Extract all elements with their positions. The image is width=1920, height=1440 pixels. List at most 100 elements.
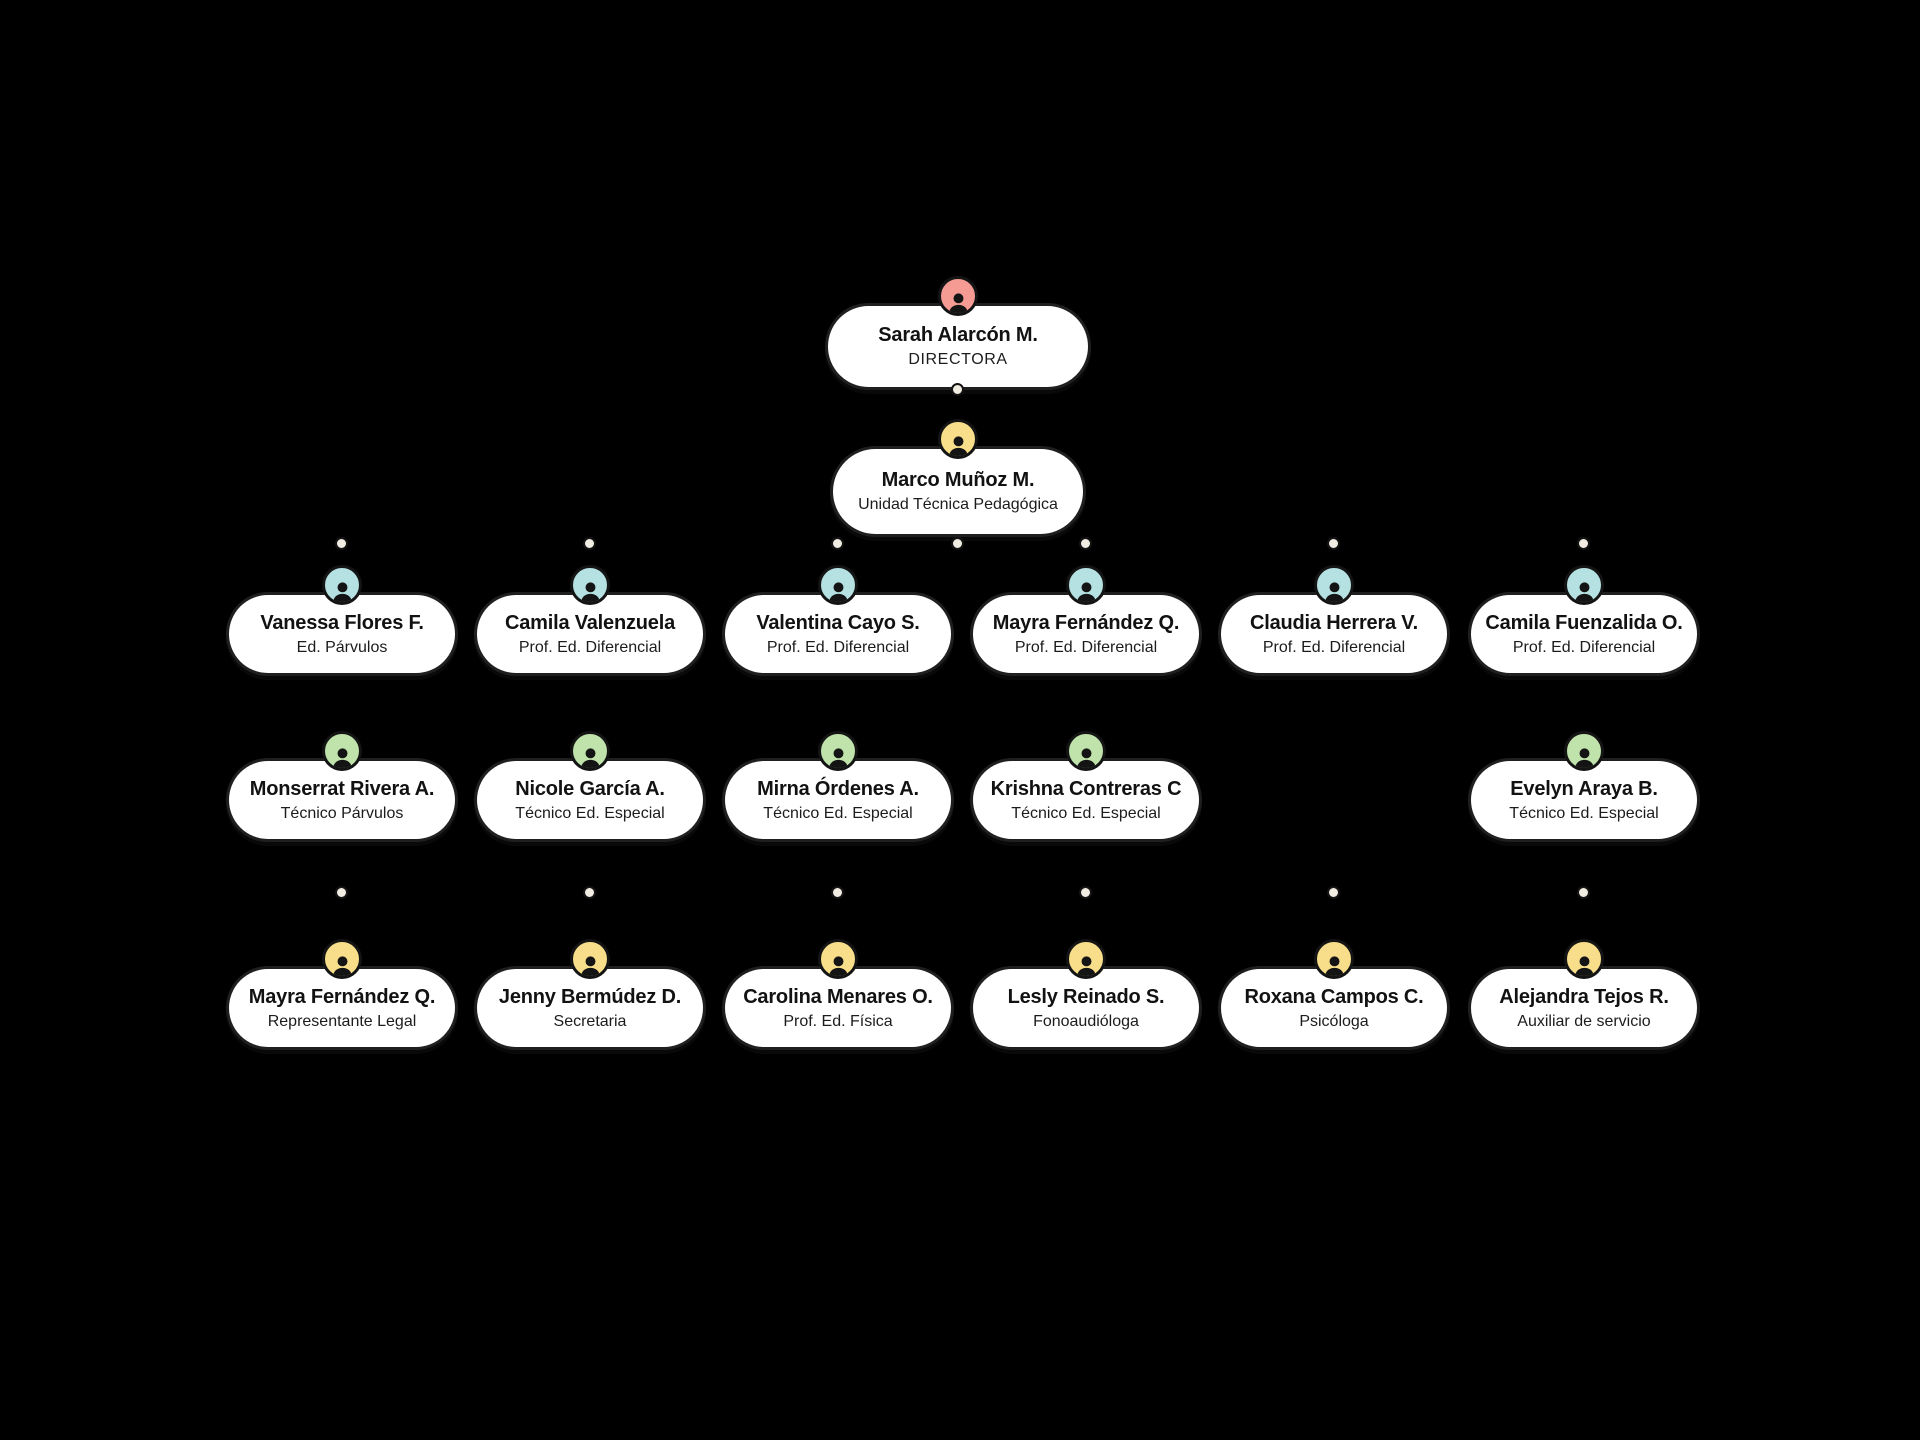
org-card-technician: Monserrat Rivera A. Técnico Párvulos xyxy=(226,731,458,842)
person-icon xyxy=(1324,582,1344,602)
connector-dot xyxy=(831,537,844,550)
person-name: Valentina Cayo S. xyxy=(756,611,920,634)
person-name: Roxana Campos C. xyxy=(1244,985,1424,1008)
person-avatar-icon xyxy=(570,565,610,605)
person-icon xyxy=(580,956,600,976)
person-icon xyxy=(580,582,600,602)
person-avatar-icon xyxy=(1066,565,1106,605)
person-name: Carolina Menares O. xyxy=(743,985,933,1008)
connector-dot xyxy=(951,537,964,550)
person-role: Representante Legal xyxy=(267,1012,417,1030)
org-card-staff: Alejandra Tejos R. Auxiliar de servicio xyxy=(1468,939,1700,1050)
person-role: Psicóloga xyxy=(1299,1012,1369,1030)
org-card-technician: Krishna Contreras C Técnico Ed. Especial xyxy=(970,731,1202,842)
org-card-teacher: Claudia Herrera V. Prof. Ed. Diferencial xyxy=(1218,565,1450,676)
person-icon xyxy=(1574,582,1594,602)
person-role: Ed. Párvulos xyxy=(296,638,388,656)
person-icon xyxy=(332,582,352,602)
org-card-teacher: Mayra Fernández Q. Prof. Ed. Diferencial xyxy=(970,565,1202,676)
person-name: Jenny Bermúdez D. xyxy=(498,985,682,1008)
person-role: Prof. Ed. Diferencial xyxy=(1262,638,1406,656)
org-card-staff: Jenny Bermúdez D. Secretaria xyxy=(474,939,706,1050)
person-icon xyxy=(580,748,600,768)
person-role: Técnico Ed. Especial xyxy=(1509,804,1659,822)
person-icon xyxy=(828,582,848,602)
person-role: DIRECTORA xyxy=(908,351,1008,369)
person-role: Unidad Técnica Pedagógica xyxy=(858,496,1058,514)
org-card-technician: Nicole García A. Técnico Ed. Especial xyxy=(474,731,706,842)
person-avatar-icon xyxy=(1564,565,1604,605)
person-avatar-icon xyxy=(818,939,858,979)
person-role: Prof. Ed. Diferencial xyxy=(518,638,662,656)
person-role: Secretaria xyxy=(553,1012,627,1030)
org-card-utp: Marco Muñoz M. Unidad Técnica Pedagógica xyxy=(830,419,1086,537)
person-role: Prof. Ed. Física xyxy=(783,1012,893,1030)
connector-dot xyxy=(1079,537,1092,550)
org-card-staff: Lesly Reinado S. Fonoaudióloga xyxy=(970,939,1202,1050)
person-name: Mirna Órdenes A. xyxy=(757,777,919,800)
person-name: Marco Muñoz M. xyxy=(881,469,1035,492)
org-card-teacher: Camila Fuenzalida O. Prof. Ed. Diferenci… xyxy=(1468,565,1700,676)
connector-dot xyxy=(335,537,348,550)
person-name: Monserrat Rivera A. xyxy=(249,777,435,800)
org-card-director: Sarah Alarcón M. DIRECTORA xyxy=(825,276,1091,390)
person-avatar-icon xyxy=(1564,939,1604,979)
person-name: Mayra Fernández Q. xyxy=(248,985,436,1008)
person-name: Alejandra Tejos R. xyxy=(1499,985,1669,1008)
person-icon xyxy=(1076,956,1096,976)
org-card-teacher: Valentina Cayo S. Prof. Ed. Diferencial xyxy=(722,565,954,676)
person-icon xyxy=(1076,748,1096,768)
org-card-staff: Mayra Fernández Q. Representante Legal xyxy=(226,939,458,1050)
person-icon xyxy=(332,748,352,768)
person-name: Claudia Herrera V. xyxy=(1250,611,1418,634)
person-avatar-icon xyxy=(818,731,858,771)
person-avatar-icon xyxy=(322,565,362,605)
person-icon xyxy=(828,956,848,976)
person-role: Técnico Ed. Especial xyxy=(763,804,913,822)
person-role: Prof. Ed. Diferencial xyxy=(1014,638,1158,656)
connector-dot xyxy=(831,886,844,899)
person-name: Mayra Fernández Q. xyxy=(992,611,1180,634)
connector-dot xyxy=(1577,537,1590,550)
connector-dot xyxy=(1079,886,1092,899)
person-role: Técnico Ed. Especial xyxy=(1011,804,1161,822)
person-avatar-icon xyxy=(1066,939,1106,979)
org-card-technician: Evelyn Araya B. Técnico Ed. Especial xyxy=(1468,731,1700,842)
person-role: Técnico Ed. Especial xyxy=(515,804,665,822)
person-avatar-icon xyxy=(570,939,610,979)
person-name: Evelyn Araya B. xyxy=(1510,777,1658,800)
person-avatar-icon xyxy=(570,731,610,771)
person-role: Fonoaudióloga xyxy=(1033,1012,1139,1030)
connector-dot xyxy=(1327,886,1340,899)
person-icon xyxy=(332,956,352,976)
org-card-staff: Roxana Campos C. Psicóloga xyxy=(1218,939,1450,1050)
person-name: Lesly Reinado S. xyxy=(1007,985,1165,1008)
person-role: Técnico Párvulos xyxy=(280,804,404,822)
person-role: Prof. Ed. Diferencial xyxy=(1512,638,1656,656)
person-name: Sarah Alarcón M. xyxy=(878,324,1038,347)
person-name: Nicole García A. xyxy=(515,777,665,800)
person-avatar-icon xyxy=(1314,565,1354,605)
person-role: Prof. Ed. Diferencial xyxy=(766,638,910,656)
person-icon xyxy=(948,293,968,313)
org-card-technician: Mirna Órdenes A. Técnico Ed. Especial xyxy=(722,731,954,842)
person-avatar-icon xyxy=(1564,731,1604,771)
person-role: Auxiliar de servicio xyxy=(1517,1012,1651,1030)
org-card-teacher: Vanessa Flores F. Ed. Párvulos xyxy=(226,565,458,676)
person-avatar-icon xyxy=(938,419,978,459)
person-name: Camila Fuenzalida O. xyxy=(1485,611,1683,634)
person-avatar-icon xyxy=(322,939,362,979)
person-avatar-icon xyxy=(1314,939,1354,979)
org-card-staff: Carolina Menares O. Prof. Ed. Física xyxy=(722,939,954,1050)
connector-dot xyxy=(1577,886,1590,899)
person-name: Vanessa Flores F. xyxy=(260,611,424,634)
person-avatar-icon xyxy=(1066,731,1106,771)
person-avatar-icon xyxy=(938,276,978,316)
connector-dot xyxy=(583,537,596,550)
person-icon xyxy=(1574,748,1594,768)
person-avatar-icon xyxy=(322,731,362,771)
person-icon xyxy=(1324,956,1344,976)
person-name: Camila Valenzuela xyxy=(504,611,676,634)
connector-dot xyxy=(583,886,596,899)
person-icon xyxy=(948,436,968,456)
